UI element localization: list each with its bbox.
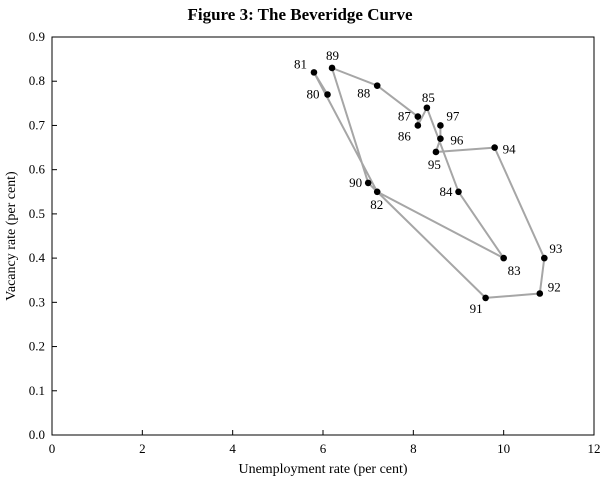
data-point-95 bbox=[432, 148, 440, 156]
y-tick-label: 0.6 bbox=[29, 162, 46, 177]
data-point-89 bbox=[328, 64, 336, 72]
x-tick-label: 6 bbox=[320, 441, 327, 456]
point-label-97: 97 bbox=[446, 108, 460, 123]
axis-ticks: 0 2 4 6 8 10 12 0.0 0.1 0.2 0.3 0.4 0.5 0.6 0.7 0.8 0.9 bbox=[29, 29, 600, 456]
data-point-82 bbox=[373, 188, 381, 196]
point-label-93: 93 bbox=[549, 241, 562, 256]
series-line bbox=[313, 67, 546, 299]
chart-title: Figure 3: The Beveridge Curve bbox=[187, 5, 413, 24]
y-tick-label: 0.4 bbox=[29, 250, 46, 265]
x-tick-label: 2 bbox=[139, 441, 146, 456]
point-label-80: 80 bbox=[307, 86, 320, 101]
x-tick-label: 10 bbox=[497, 441, 510, 456]
point-label-87: 87 bbox=[398, 109, 412, 124]
x-tick-label: 12 bbox=[588, 441, 600, 456]
y-tick-label: 0.8 bbox=[29, 73, 45, 88]
x-axis-label: Unemployment rate (per cent) bbox=[238, 462, 407, 477]
data-point-87 bbox=[414, 113, 422, 120]
y-tick-label: 0.5 bbox=[29, 206, 45, 221]
point-label-92: 92 bbox=[548, 279, 561, 294]
x-tick-label: 8 bbox=[410, 441, 417, 456]
point-label-90: 90 bbox=[349, 175, 362, 190]
y-tick-label: 0.7 bbox=[29, 117, 46, 132]
data-point-80 bbox=[324, 91, 331, 98]
data-point-93 bbox=[541, 254, 548, 262]
data-point-96 bbox=[437, 135, 444, 143]
plot-area-frame bbox=[51, 36, 595, 436]
point-label-82: 82 bbox=[370, 197, 383, 212]
point-label-84: 84 bbox=[440, 184, 454, 199]
point-label-91: 91 bbox=[470, 301, 483, 316]
point-label-88: 88 bbox=[357, 86, 370, 101]
data-point-86 bbox=[414, 122, 422, 129]
point-label-95: 95 bbox=[428, 157, 441, 172]
data-point-85 bbox=[423, 104, 431, 112]
x-tick-label: 4 bbox=[229, 441, 236, 456]
data-point-97 bbox=[437, 122, 444, 129]
data-point-94 bbox=[491, 144, 498, 151]
point-label-81: 81 bbox=[294, 56, 307, 71]
y-tick-label: 0.0 bbox=[29, 427, 45, 442]
data-point-88 bbox=[373, 82, 381, 89]
point-label-86: 86 bbox=[398, 128, 412, 143]
x-tick-label: 0 bbox=[49, 441, 56, 456]
y-tick-label: 0.9 bbox=[29, 29, 45, 44]
data-point-83 bbox=[500, 254, 507, 262]
y-tick-label: 0.2 bbox=[29, 339, 45, 354]
y-tick-label: 0.3 bbox=[29, 294, 45, 309]
series-connector-line bbox=[313, 67, 546, 299]
data-point-91 bbox=[482, 294, 489, 302]
point-label-89: 89 bbox=[326, 48, 339, 63]
point-label-83: 83 bbox=[508, 263, 521, 278]
y-axis-label: Vacancy rate (per cent) bbox=[4, 171, 19, 301]
point-label-96: 96 bbox=[450, 133, 464, 148]
data-points bbox=[310, 64, 548, 302]
point-label-94: 94 bbox=[503, 142, 516, 157]
y-tick-label: 0.1 bbox=[29, 383, 45, 398]
data-point-92 bbox=[536, 290, 544, 297]
data-point-84 bbox=[455, 188, 462, 196]
data-point-81 bbox=[310, 69, 318, 76]
point-label-85: 85 bbox=[422, 90, 435, 105]
data-point-90 bbox=[364, 179, 372, 187]
